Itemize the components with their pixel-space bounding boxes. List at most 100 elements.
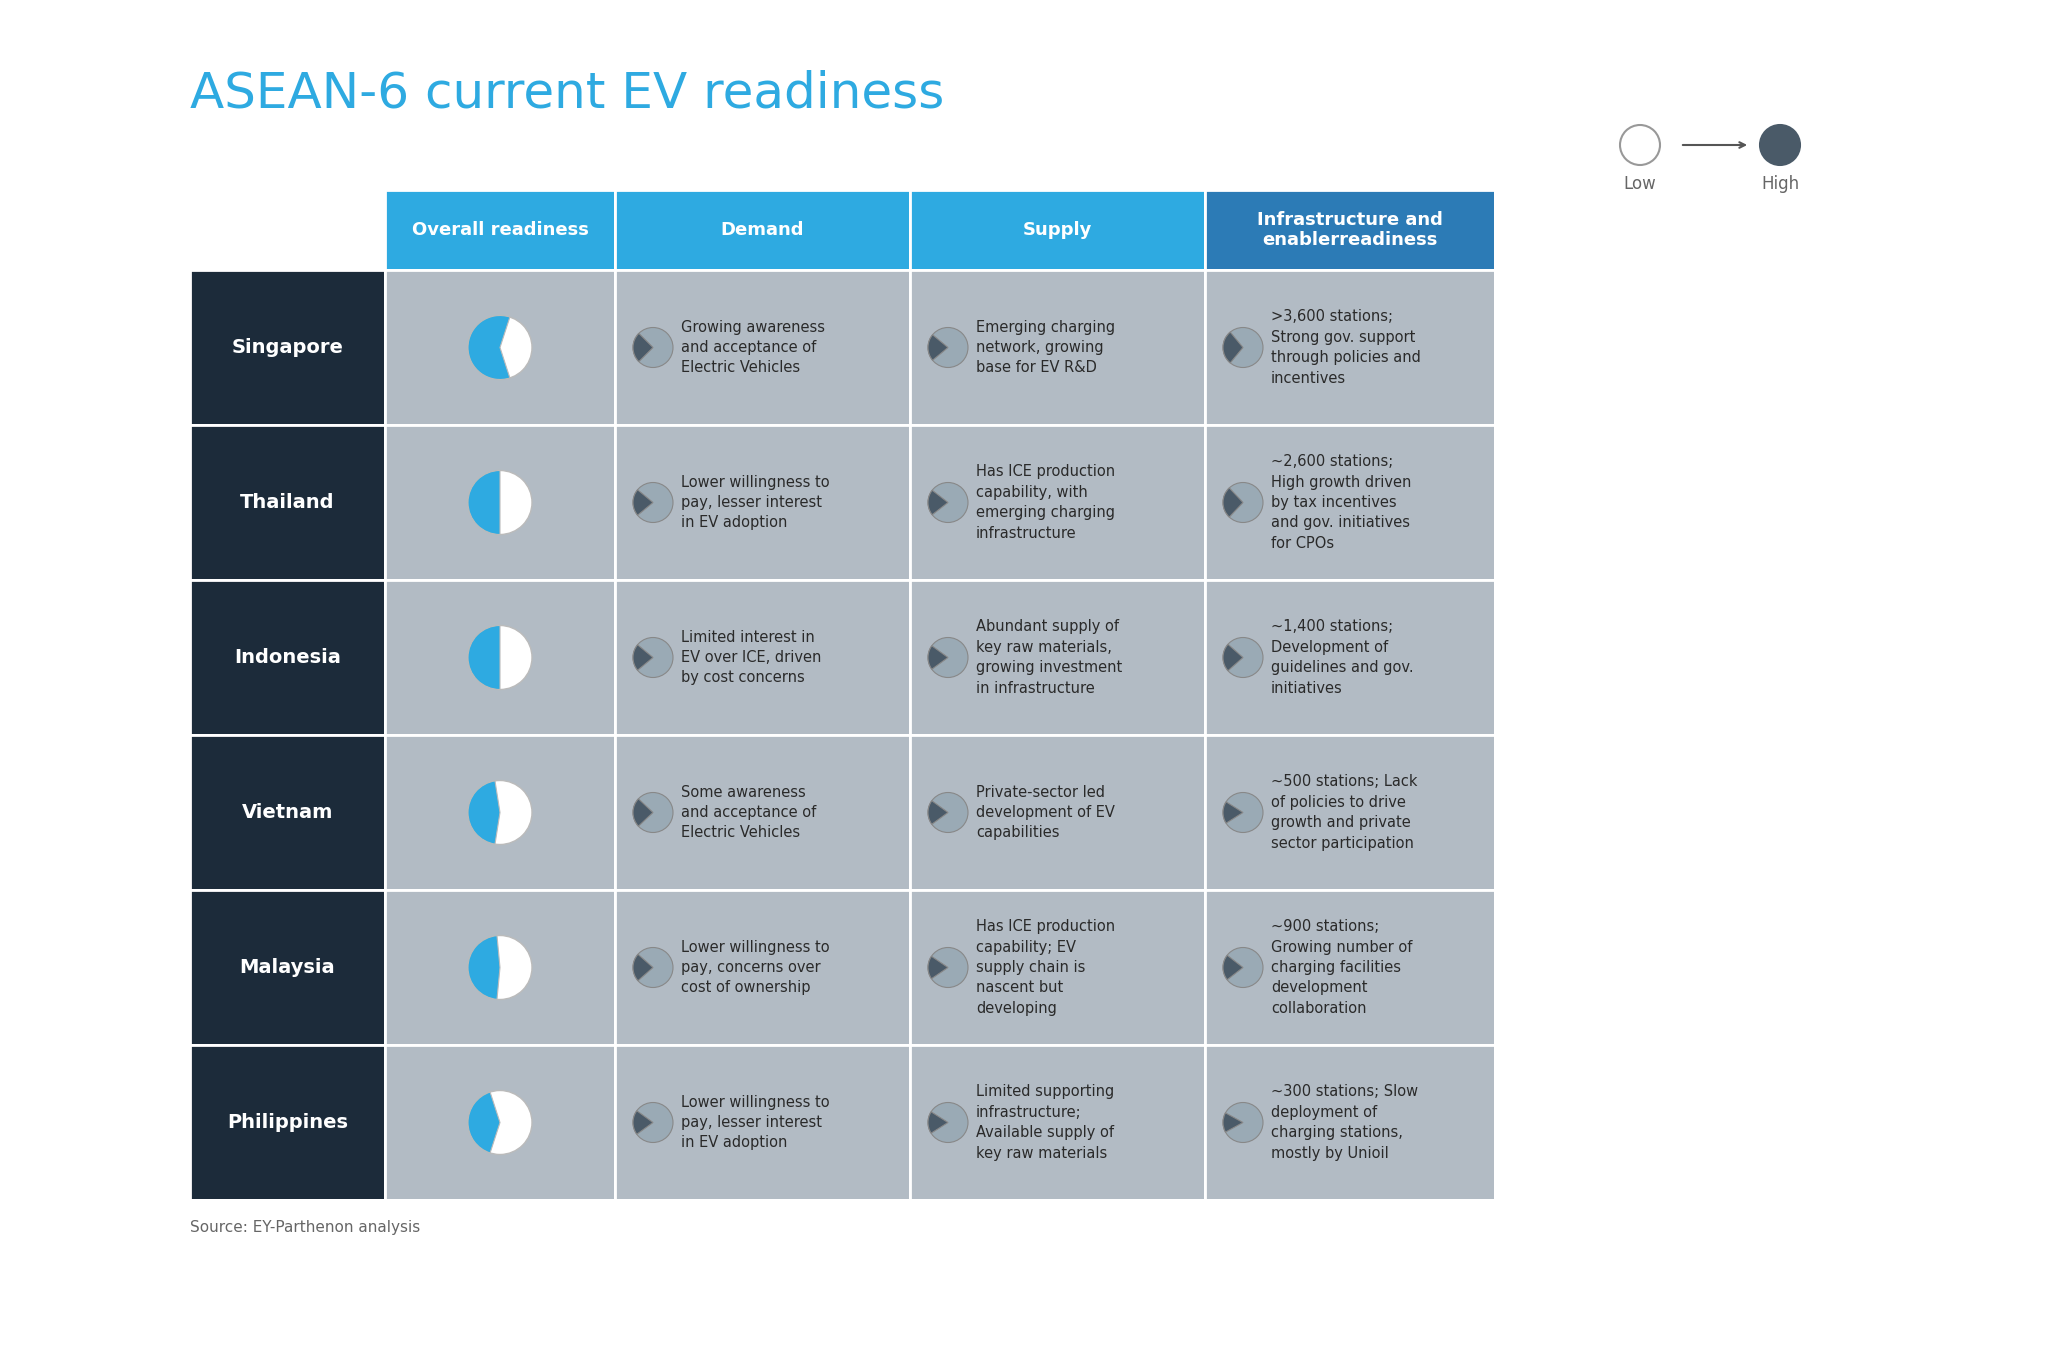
Wedge shape (1223, 801, 1243, 823)
FancyBboxPatch shape (616, 1046, 909, 1198)
Wedge shape (469, 471, 500, 535)
FancyBboxPatch shape (616, 191, 909, 269)
Wedge shape (928, 646, 948, 669)
Wedge shape (928, 957, 948, 979)
Wedge shape (633, 799, 653, 826)
FancyBboxPatch shape (911, 272, 1204, 425)
Text: Limited supporting
infrastructure;
Available supply of
key raw materials: Limited supporting infrastructure; Avail… (977, 1084, 1114, 1160)
Circle shape (928, 328, 969, 367)
FancyBboxPatch shape (616, 581, 909, 734)
FancyBboxPatch shape (911, 736, 1204, 889)
FancyBboxPatch shape (911, 891, 1204, 1044)
Text: Private-sector led
development of EV
capabilities: Private-sector led development of EV cap… (977, 785, 1114, 841)
FancyBboxPatch shape (190, 891, 385, 1044)
Circle shape (469, 315, 532, 379)
Text: Emerging charging
network, growing
base for EV R&D: Emerging charging network, growing base … (977, 319, 1114, 375)
FancyBboxPatch shape (911, 1046, 1204, 1198)
Text: Has ICE production
capability; EV
supply chain is
nascent but
developing: Has ICE production capability; EV supply… (977, 919, 1114, 1016)
Wedge shape (469, 315, 510, 379)
Wedge shape (1223, 955, 1243, 980)
FancyBboxPatch shape (385, 191, 614, 269)
Text: Malaysia: Malaysia (240, 958, 336, 977)
Text: ASEAN-6 current EV readiness: ASEAN-6 current EV readiness (190, 70, 944, 117)
Circle shape (1223, 482, 1264, 523)
Text: ~2,600 stations;
High growth driven
by tax incentives
and gov. initiatives
for C: ~2,600 stations; High growth driven by t… (1272, 455, 1411, 551)
Wedge shape (1223, 332, 1243, 363)
Wedge shape (1223, 644, 1243, 670)
Circle shape (1223, 328, 1264, 367)
Circle shape (633, 793, 674, 833)
Wedge shape (469, 781, 500, 844)
Text: Abundant supply of
key raw materials,
growing investment
in infrastructure: Abundant supply of key raw materials, gr… (977, 620, 1122, 696)
Circle shape (1223, 947, 1264, 987)
FancyBboxPatch shape (911, 426, 1204, 579)
FancyBboxPatch shape (385, 736, 614, 889)
Circle shape (1223, 1103, 1264, 1143)
Circle shape (928, 793, 969, 833)
FancyBboxPatch shape (616, 736, 909, 889)
Text: Low: Low (1624, 175, 1657, 192)
Text: Infrastructure and
enablerreadiness: Infrastructure and enablerreadiness (1257, 210, 1444, 250)
FancyBboxPatch shape (385, 1046, 614, 1198)
Text: Thailand: Thailand (240, 493, 334, 512)
Wedge shape (928, 1111, 948, 1133)
Circle shape (633, 1103, 674, 1143)
FancyBboxPatch shape (1206, 191, 1493, 269)
Circle shape (633, 947, 674, 987)
Wedge shape (633, 1111, 653, 1134)
Text: High: High (1761, 175, 1798, 192)
FancyBboxPatch shape (385, 581, 614, 734)
FancyBboxPatch shape (1206, 272, 1493, 425)
Wedge shape (928, 490, 948, 515)
FancyBboxPatch shape (1206, 581, 1493, 734)
Circle shape (633, 637, 674, 677)
Wedge shape (469, 625, 500, 689)
Text: Philippines: Philippines (227, 1112, 348, 1132)
Text: Lower willingness to
pay, concerns over
cost of ownership: Lower willingness to pay, concerns over … (682, 939, 829, 995)
Text: Lower willingness to
pay, lesser interest
in EV adoption: Lower willingness to pay, lesser interes… (682, 1095, 829, 1151)
FancyBboxPatch shape (385, 426, 614, 579)
Text: Demand: Demand (721, 221, 805, 239)
Circle shape (928, 947, 969, 987)
Wedge shape (633, 490, 653, 515)
FancyBboxPatch shape (190, 272, 385, 425)
Text: Growing awareness
and acceptance of
Electric Vehicles: Growing awareness and acceptance of Elec… (682, 319, 825, 375)
Text: Overall readiness: Overall readiness (412, 221, 588, 239)
Circle shape (1620, 126, 1661, 165)
Wedge shape (633, 333, 653, 362)
Text: Singapore: Singapore (231, 339, 344, 358)
Text: ~500 stations; Lack
of policies to drive
growth and private
sector participation: ~500 stations; Lack of policies to drive… (1272, 774, 1417, 850)
Wedge shape (928, 334, 948, 360)
Circle shape (469, 1091, 532, 1155)
Text: Some awareness
and acceptance of
Electric Vehicles: Some awareness and acceptance of Electri… (682, 785, 817, 841)
Text: ~900 stations;
Growing number of
charging facilities
development
collaboration: ~900 stations; Growing number of chargin… (1272, 919, 1413, 1016)
Wedge shape (1223, 487, 1243, 517)
Wedge shape (633, 954, 653, 980)
FancyBboxPatch shape (1206, 1046, 1493, 1198)
FancyBboxPatch shape (911, 191, 1204, 269)
FancyBboxPatch shape (616, 426, 909, 579)
Circle shape (469, 471, 532, 535)
FancyBboxPatch shape (190, 581, 385, 734)
FancyBboxPatch shape (1206, 426, 1493, 579)
FancyBboxPatch shape (616, 272, 909, 425)
Text: ~1,400 stations;
Development of
guidelines and gov.
initiatives: ~1,400 stations; Development of guidelin… (1272, 620, 1413, 696)
FancyBboxPatch shape (190, 426, 385, 579)
FancyBboxPatch shape (1206, 891, 1493, 1044)
Circle shape (1223, 637, 1264, 677)
Circle shape (469, 625, 532, 689)
Text: >3,600 stations;
Strong gov. support
through policies and
incentives: >3,600 stations; Strong gov. support thr… (1272, 310, 1421, 385)
Text: Limited interest in
EV over ICE, driven
by cost concerns: Limited interest in EV over ICE, driven … (682, 629, 821, 685)
FancyBboxPatch shape (385, 891, 614, 1044)
Circle shape (633, 328, 674, 367)
Circle shape (1223, 793, 1264, 833)
Wedge shape (469, 1092, 500, 1153)
FancyBboxPatch shape (911, 581, 1204, 734)
Text: Supply: Supply (1022, 221, 1092, 239)
FancyBboxPatch shape (190, 1046, 385, 1198)
Text: Vietnam: Vietnam (242, 803, 334, 822)
Text: Source: EY-Parthenon analysis: Source: EY-Parthenon analysis (190, 1220, 420, 1235)
Text: ~300 stations; Slow
deployment of
charging stations,
mostly by Unioil: ~300 stations; Slow deployment of chargi… (1272, 1084, 1417, 1160)
Circle shape (469, 935, 532, 999)
FancyBboxPatch shape (385, 272, 614, 425)
